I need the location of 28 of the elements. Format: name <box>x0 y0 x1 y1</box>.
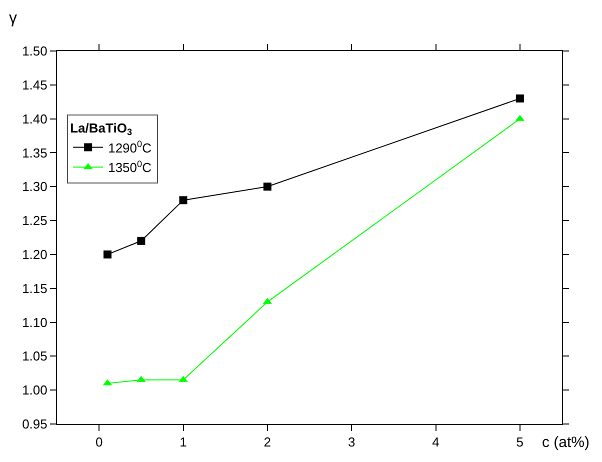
x-tick-label: 4 <box>432 434 440 450</box>
legend-label: 1290$^{0}$C <box>108 138 152 156</box>
y-tick-label: 1.50 <box>22 44 48 59</box>
legend-label: 1350$^{0}$C <box>108 158 152 176</box>
x-tick-label: 0 <box>95 434 103 450</box>
y-tick-label: 1.15 <box>22 280 48 296</box>
point <box>179 196 188 204</box>
legend-title: La/BaTiO$_{3}$ <box>70 120 132 138</box>
y-tick-label: 1.20 <box>22 247 48 262</box>
y-tick-label: 1.45 <box>22 77 48 92</box>
y-axis-title: γ <box>9 10 17 27</box>
y-tick-label: 1.05 <box>22 348 48 364</box>
y-tick-label: 1.35 <box>22 145 48 160</box>
y-tick-label: 1.10 <box>22 314 48 330</box>
point <box>104 250 112 258</box>
y-tick-label: 1.00 <box>22 382 48 398</box>
x-tick-label: 3 <box>348 434 356 450</box>
y-tick-label: 0.95 <box>22 416 48 432</box>
point <box>263 182 272 191</box>
y-tick-label: 1.25 <box>22 213 48 228</box>
y-tick-label: 1.30 <box>22 179 48 194</box>
x-axis-title: c (at%) <box>542 434 590 451</box>
point <box>516 94 524 102</box>
x-tick-label: 5 <box>516 434 524 450</box>
x-tick-label: 1 <box>180 434 187 450</box>
point <box>137 236 146 245</box>
x-tick-label: 2 <box>264 434 272 450</box>
y-tick-label: 1.40 <box>22 111 48 126</box>
